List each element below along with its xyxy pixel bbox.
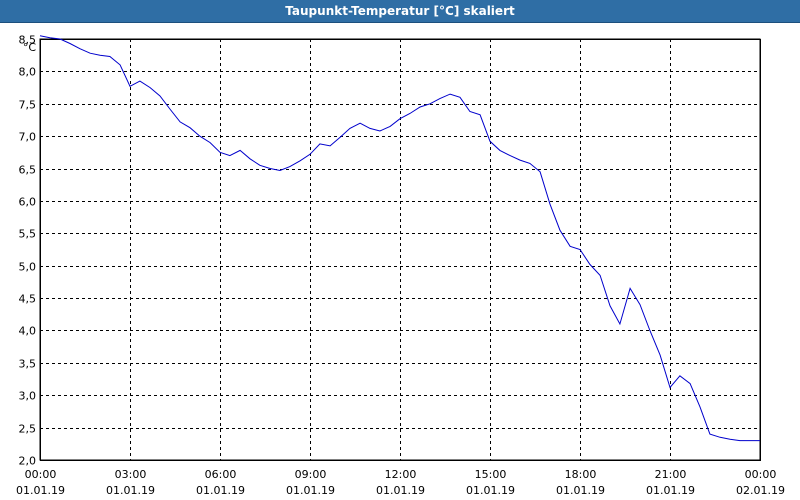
y-tick-label: 2,0 (19, 455, 37, 468)
y-tick-label: 6,5 (19, 164, 37, 177)
y-tick-label: 6,0 (19, 196, 37, 209)
dewpoint-series-line (39, 35, 760, 442)
y-tick-label: 8,5 (19, 34, 37, 47)
x-tick-date-label: 01.01.19 (16, 484, 65, 497)
chart-title: Taupunkt-Temperatur [°C] skaliert (0, 0, 800, 23)
x-tick-date-label: 02.01.19 (736, 484, 785, 497)
x-tick-date-label: 01.01.19 (286, 484, 335, 497)
y-tick-label: 4,5 (19, 293, 37, 306)
y-tick-label: 3,0 (19, 390, 37, 403)
x-tick-time-label: 03:00 (115, 468, 147, 481)
x-tick-time-label: 15:00 (475, 468, 507, 481)
x-tick-time-label: 00:00 (745, 468, 777, 481)
x-tick-date-label: 01.01.19 (646, 484, 695, 497)
y-tick-label: 3,5 (19, 358, 37, 371)
y-tick-label: 8,0 (19, 66, 37, 79)
y-axis-unit-label: °C (23, 41, 37, 54)
x-tick-time-label: 12:00 (385, 468, 417, 481)
y-tick-label: 5,5 (19, 228, 37, 241)
x-tick-date-label: 01.01.19 (376, 484, 425, 497)
y-tick-label: 7,5 (19, 99, 37, 112)
plot-border (40, 39, 761, 461)
dewpoint-line-chart: 2,0 2,5 3,0 3,5 4,0 4,5 5,0 5,5 6,0 6,5 7,0 7,5 8,0 8… (16, 34, 785, 498)
x-tick-date-label: 01.01.19 (466, 484, 515, 497)
x-tick-date-label: 01.01.19 (556, 484, 605, 497)
x-tick-date-label: 01.01.19 (196, 484, 245, 497)
y-tick-label: 5,0 (19, 261, 37, 274)
x-tick-time-label: 21:00 (655, 468, 687, 481)
y-tick-label: 4,0 (19, 325, 37, 338)
x-tick-time-label: 00:00 (25, 468, 57, 481)
x-tick-date-label: 01.01.19 (106, 484, 155, 497)
x-tick-time-label: 18:00 (565, 468, 597, 481)
x-tick-time-label: 06:00 (205, 468, 237, 481)
y-tick-label: 2,5 (19, 423, 37, 436)
x-tick-time-label: 09:00 (295, 468, 327, 481)
y-tick-label: 7,0 (19, 131, 37, 144)
